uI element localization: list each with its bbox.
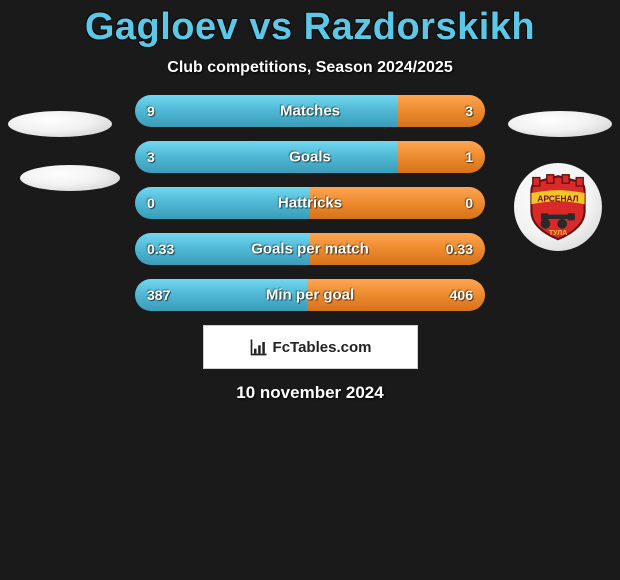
stat-value-left: 9	[147, 103, 155, 119]
stat-label: Matches	[280, 103, 340, 120]
svg-text:ТУЛА: ТУЛА	[549, 230, 567, 237]
stat-bars: 9 3 Matches 3 1 Goals 0 0 Hattricks 0.33 0.33 Goals…	[135, 95, 485, 311]
stat-label: Min per goal	[266, 287, 354, 304]
stat-row: 9 3 Matches	[135, 95, 485, 127]
player-left-oval-1	[8, 111, 112, 137]
chart-icon	[249, 337, 269, 357]
stat-value-left: 0.33	[147, 241, 174, 257]
stat-label: Goals	[289, 149, 331, 166]
club-badge-right: АРСЕНАЛ ТУЛА	[514, 163, 602, 251]
stat-value-right: 0	[465, 195, 473, 211]
stat-value-right: 1	[465, 149, 473, 165]
season-subtitle: Club competitions, Season 2024/2025	[0, 59, 620, 77]
stat-row: 0 0 Hattricks	[135, 187, 485, 219]
stat-value-left: 0	[147, 195, 155, 211]
update-date: 10 november 2024	[0, 383, 620, 403]
stat-bar-left	[135, 141, 398, 173]
stat-row: 0.33 0.33 Goals per match	[135, 233, 485, 265]
brand-box[interactable]: FcTables.com	[203, 325, 418, 369]
comparison-stage: АРСЕНАЛ ТУЛА 9 3 Matches 3 1 Goals 0 0 Hattricks…	[0, 95, 620, 403]
player-right-oval	[508, 111, 612, 137]
stat-value-left: 387	[147, 287, 170, 303]
comparison-title: Gagloev vs Razdorskikh	[0, 0, 620, 49]
stat-row: 387 406 Min per goal	[135, 279, 485, 311]
stat-value-right: 0.33	[446, 241, 473, 257]
stat-row: 3 1 Goals	[135, 141, 485, 173]
brand-label: FcTables.com	[273, 339, 372, 356]
stat-bar-left	[135, 95, 398, 127]
stat-label: Hattricks	[278, 195, 342, 212]
svg-text:АРСЕНАЛ: АРСЕНАЛ	[537, 193, 578, 203]
player-left-oval-2	[20, 165, 120, 191]
stat-value-right: 3	[465, 103, 473, 119]
arsenal-tula-crest-icon: АРСЕНАЛ ТУЛА	[523, 172, 593, 242]
stat-value-right: 406	[450, 287, 473, 303]
stat-value-left: 3	[147, 149, 155, 165]
stat-label: Goals per match	[251, 241, 369, 258]
